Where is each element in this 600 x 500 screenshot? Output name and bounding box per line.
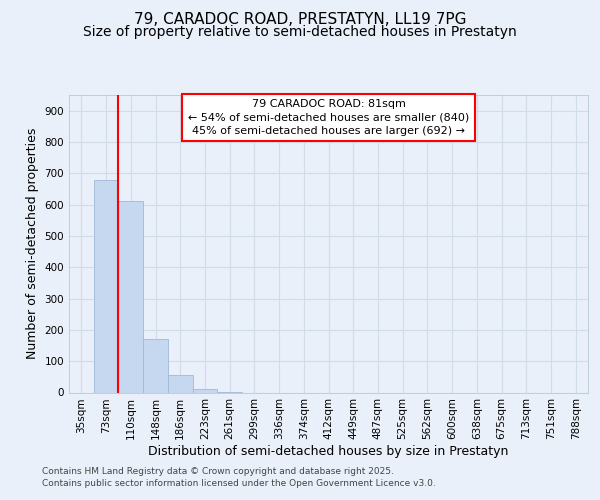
Bar [118, 202, 143, 392]
Bar [168, 376, 193, 392]
Bar [94, 180, 118, 392]
Text: 79, CARADOC ROAD, PRESTATYN, LL19 7PG: 79, CARADOC ROAD, PRESTATYN, LL19 7PG [134, 12, 466, 28]
Bar [193, 388, 217, 392]
Y-axis label: Number of semi-detached properties: Number of semi-detached properties [26, 128, 39, 360]
Text: Contains HM Land Registry data © Crown copyright and database right 2025.: Contains HM Land Registry data © Crown c… [42, 467, 394, 476]
Text: Contains public sector information licensed under the Open Government Licence v3: Contains public sector information licen… [42, 479, 436, 488]
Text: 79 CARADOC ROAD: 81sqm
← 54% of semi-detached houses are smaller (840)
45% of se: 79 CARADOC ROAD: 81sqm ← 54% of semi-det… [188, 100, 469, 136]
Text: Size of property relative to semi-detached houses in Prestatyn: Size of property relative to semi-detach… [83, 25, 517, 39]
X-axis label: Distribution of semi-detached houses by size in Prestatyn: Distribution of semi-detached houses by … [148, 445, 509, 458]
Bar [143, 340, 168, 392]
